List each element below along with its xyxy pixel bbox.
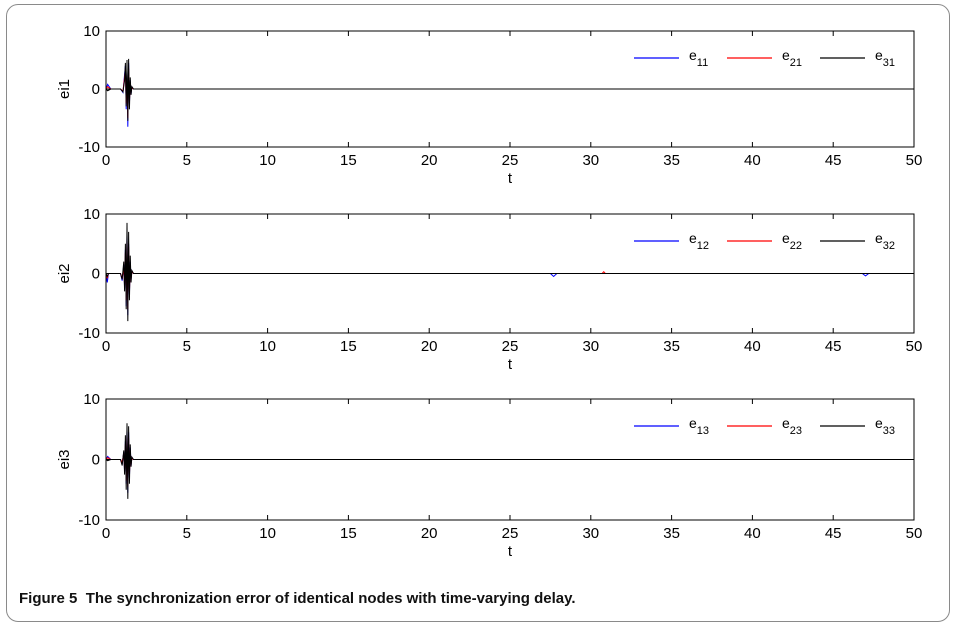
x-tick-label: 5: [183, 525, 191, 542]
x-tick-label: 20: [421, 338, 438, 355]
y-axis-label: ei2: [56, 263, 73, 283]
legend-entry-e21: e21: [727, 47, 802, 69]
y-tick-label: 10: [83, 206, 100, 223]
x-axis-label: t: [508, 356, 513, 373]
x-tick-label: 35: [663, 338, 680, 355]
legend-label: e12: [689, 230, 709, 252]
x-tick-label: 10: [259, 152, 276, 169]
legend-entry-e13: e13: [634, 415, 709, 437]
x-tick-label: 45: [825, 152, 842, 169]
legend-label: e22: [782, 230, 802, 252]
legend-label-base: e: [782, 415, 790, 431]
x-tick-label: 25: [502, 338, 519, 355]
x-tick-label: 50: [906, 338, 923, 355]
y-tick-label: -10: [78, 139, 100, 156]
legend-entry-e23: e23: [727, 415, 802, 437]
figure-caption: Figure 5 The synchronization error of id…: [19, 590, 576, 607]
legend-label: e23: [782, 415, 802, 437]
y-axis-label: ei1: [56, 79, 73, 99]
caption-label: Figure 5: [19, 590, 78, 607]
x-tick-label: 0: [102, 525, 110, 542]
legend-label-subscript: 23: [790, 425, 802, 437]
series-group: [106, 58, 914, 127]
y-tick-label: 0: [92, 266, 100, 283]
legend-label-base: e: [782, 47, 790, 63]
x-tick-label: 50: [906, 152, 923, 169]
legend-label-subscript: 32: [883, 240, 895, 252]
legend-label-subscript: 13: [697, 425, 709, 437]
legend-label: e11: [689, 47, 708, 69]
y-tick-label: -10: [78, 512, 100, 529]
x-tick-label: 5: [183, 152, 191, 169]
legend-label-base: e: [875, 415, 883, 431]
x-tick-label: 35: [663, 525, 680, 542]
x-tick-label: 15: [340, 338, 357, 355]
series-group: [106, 423, 914, 499]
x-tick-label: 0: [102, 338, 110, 355]
legend-entry-e22: e22: [727, 230, 802, 252]
legend-label-base: e: [782, 230, 790, 246]
y-axis-label: ei3: [56, 449, 73, 469]
legend-label: e31: [875, 47, 895, 69]
x-tick-label: 10: [259, 525, 276, 542]
x-tick-label: 35: [663, 152, 680, 169]
legend-entry-e11: e11: [634, 47, 708, 69]
x-tick-label: 15: [340, 525, 357, 542]
series-group: [106, 222, 914, 322]
y-tick-label: 10: [83, 23, 100, 40]
legend-label-base: e: [689, 415, 697, 431]
legend-label: e13: [689, 415, 709, 437]
series-line-e31: [106, 58, 914, 121]
legend-label-base: e: [875, 230, 883, 246]
series-line-e33: [106, 423, 914, 499]
x-tick-label: 45: [825, 338, 842, 355]
legend-label-base: e: [689, 230, 697, 246]
x-tick-label: 15: [340, 152, 357, 169]
x-tick-label: 30: [582, 338, 599, 355]
x-tick-label: 30: [582, 525, 599, 542]
legend-label-base: e: [689, 47, 697, 63]
caption-text: The synchronization error of identical n…: [85, 590, 576, 607]
x-axis-label: t: [508, 543, 513, 560]
legend-label: e33: [875, 415, 895, 437]
x-tick-label: 0: [102, 152, 110, 169]
x-tick-label: 25: [502, 152, 519, 169]
legend-label-subscript: 21: [790, 57, 802, 69]
legend-label: e21: [782, 47, 802, 69]
x-tick-label: 10: [259, 338, 276, 355]
y-tick-label: 10: [83, 391, 100, 408]
legend-entry-e33: e33: [820, 415, 895, 437]
x-tick-label: 30: [582, 152, 599, 169]
legend-entry-e12: e12: [634, 230, 709, 252]
y-tick-label: 0: [92, 81, 100, 98]
legend-label-subscript: 31: [883, 57, 895, 69]
x-tick-label: 40: [744, 338, 761, 355]
legend-label-subscript: 11: [697, 57, 708, 69]
legend-label-base: e: [875, 47, 883, 63]
x-tick-label: 5: [183, 338, 191, 355]
x-tick-label: 40: [744, 525, 761, 542]
y-tick-label: 0: [92, 452, 100, 469]
x-tick-label: 20: [421, 152, 438, 169]
legend-label-subscript: 33: [883, 425, 895, 437]
legend-label: e32: [875, 230, 895, 252]
x-tick-label: 25: [502, 525, 519, 542]
x-axis-label: t: [508, 170, 513, 187]
series-line-e32: [106, 222, 914, 322]
legend-entry-e31: e31: [820, 47, 895, 69]
x-tick-label: 45: [825, 525, 842, 542]
x-tick-label: 50: [906, 525, 923, 542]
y-tick-label: -10: [78, 325, 100, 342]
legend-label-subscript: 22: [790, 240, 802, 252]
legend-label-subscript: 12: [697, 240, 709, 252]
x-tick-label: 40: [744, 152, 761, 169]
x-tick-label: 20: [421, 525, 438, 542]
legend-entry-e32: e32: [820, 230, 895, 252]
